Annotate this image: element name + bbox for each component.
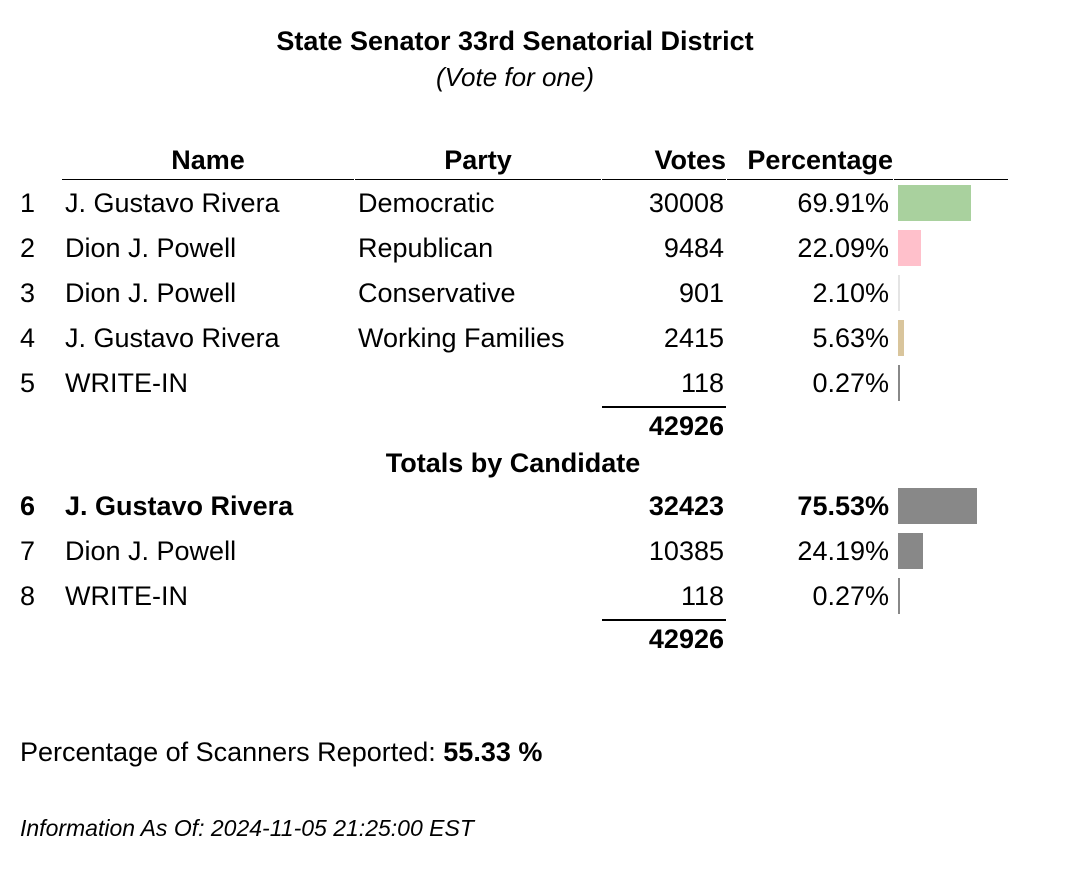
row-number: 5 [20,368,36,398]
row-number: 3 [20,278,36,308]
row-number: 7 [20,536,36,566]
party-name: Working Families [358,323,565,353]
page-title: State Senator 33rd Senatorial District [276,26,754,56]
votes-value: 30008 [648,188,724,218]
candidate-name: Dion J. Powell [65,278,237,308]
percent-value: 24.19% [797,536,889,566]
candidate-name: WRITE-IN [65,581,188,611]
row-number: 2 [20,233,36,263]
candidate-name: Dion J. Powell [65,233,237,263]
votes-value: 118 [680,581,724,611]
header-name: Name [171,145,245,175]
votes-value: 901 [678,278,724,308]
info-timestamp: Information As Of: 2024-11-05 21:25:00 E… [20,815,474,841]
votes-value: 2415 [663,323,724,353]
percent-value: 5.63% [812,323,889,353]
votes-value: 118 [680,368,724,398]
header-underline-party [355,179,601,180]
percent-bar [898,185,971,221]
percent-bar [898,365,900,401]
row-number: 1 [20,188,36,218]
percent-value: 0.27% [812,581,889,611]
percent-bar [898,230,921,266]
candidate-name: J. Gustavo Rivera [65,491,294,521]
percent-bar [898,320,904,356]
row-number: 6 [20,491,36,521]
votes-value: 9484 [663,233,724,263]
header-underline-votes [602,179,726,180]
percent-value: 22.09% [797,233,889,263]
scanners-value: 55.33 % [443,737,543,767]
votes-value: 10385 [648,536,724,566]
scanners-reported: Percentage of Scanners Reported: 55.33 % [20,737,542,768]
party-name: Democratic [358,188,495,218]
candidate-name: J. Gustavo Rivera [65,188,280,218]
party-total-line [602,406,726,408]
header-underline-name [62,179,354,180]
percent-bar [898,533,923,569]
candidate-name: Dion J. Powell [65,536,237,566]
page-subtitle: (Vote for one) [435,62,594,92]
votes-value: 32423 [648,491,724,521]
header-party: Party [444,145,512,175]
party-name: Conservative [358,278,516,308]
candidate-total-votes: 42926 [648,624,724,654]
percent-bar [898,578,900,614]
scanners-label: Percentage of Scanners Reported: [20,737,436,767]
percent-value: 75.53% [797,491,889,521]
header-votes: Votes [654,145,726,175]
party-name: Republican [358,233,494,263]
header-percentage: Percentage [747,145,893,175]
row-number: 8 [20,581,36,611]
percent-value: 69.91% [797,188,889,218]
percent-value: 0.27% [812,368,889,398]
candidate-name: WRITE-IN [65,368,188,398]
candidate-name: J. Gustavo Rivera [65,323,280,353]
header-underline-bar [894,179,1008,180]
candidate-total-line [602,619,726,621]
row-number: 4 [20,323,36,353]
candidate-section-title: Totals by Candidate [385,448,641,478]
percent-value: 2.10% [812,278,889,308]
percent-bar [898,488,977,524]
party-total-votes: 42926 [648,411,724,441]
percent-bar [898,275,900,311]
header-underline-percentage [727,179,893,180]
